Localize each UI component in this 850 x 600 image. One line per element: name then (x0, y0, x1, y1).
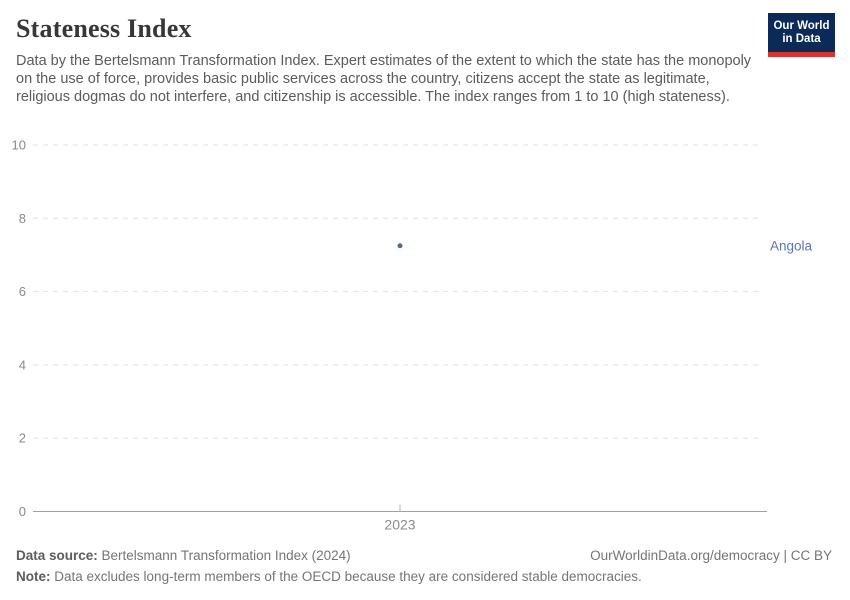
owid-credit-link[interactable]: OurWorldinData.org/democracy | CC BY (590, 548, 832, 563)
owid-logo-text: Our World in Data (768, 13, 835, 52)
owid-logo-line2: in Data (782, 33, 821, 45)
owid-logo-red-bar (768, 52, 835, 57)
note-line: Note: Data excludes long-term members of… (16, 569, 642, 584)
y-tick-label: 0 (19, 504, 26, 519)
note-label: Note: (16, 568, 51, 584)
y-tick-label: 10 (12, 138, 26, 153)
owid-logo[interactable]: Our World in Data (768, 13, 835, 57)
y-tick-label: 2 (19, 431, 26, 446)
chart-footer: Data source: Bertelsmann Transformation … (16, 546, 832, 587)
x-tick-label: 2023 (384, 517, 415, 533)
entity-label-angola[interactable]: Angola (770, 238, 813, 253)
note-text: Data excludes long-term members of the O… (50, 568, 642, 584)
chart-plot: 0 2 4 6 8 10 2023 Angola (12, 138, 813, 533)
y-tick-label: 6 (19, 284, 26, 299)
data-source-line: Data source: Bertelsmann Transformation … (16, 546, 351, 567)
data-source-label: Data source: (16, 548, 98, 563)
y-tick-label: 8 (19, 211, 26, 226)
chart-title: Stateness Index (16, 14, 192, 43)
y-tick-label: 4 (19, 357, 26, 372)
data-point-angola[interactable] (397, 243, 403, 249)
data-source-text: Bertelsmann Transformation Index (2024) (97, 548, 351, 563)
chart-subtitle: Data by the Bertelsmann Transformation I… (16, 53, 752, 105)
owid-logo-line1: Our World (773, 20, 830, 32)
chart-area[interactable]: 0 2 4 6 8 10 2023 Angola (0, 130, 850, 540)
